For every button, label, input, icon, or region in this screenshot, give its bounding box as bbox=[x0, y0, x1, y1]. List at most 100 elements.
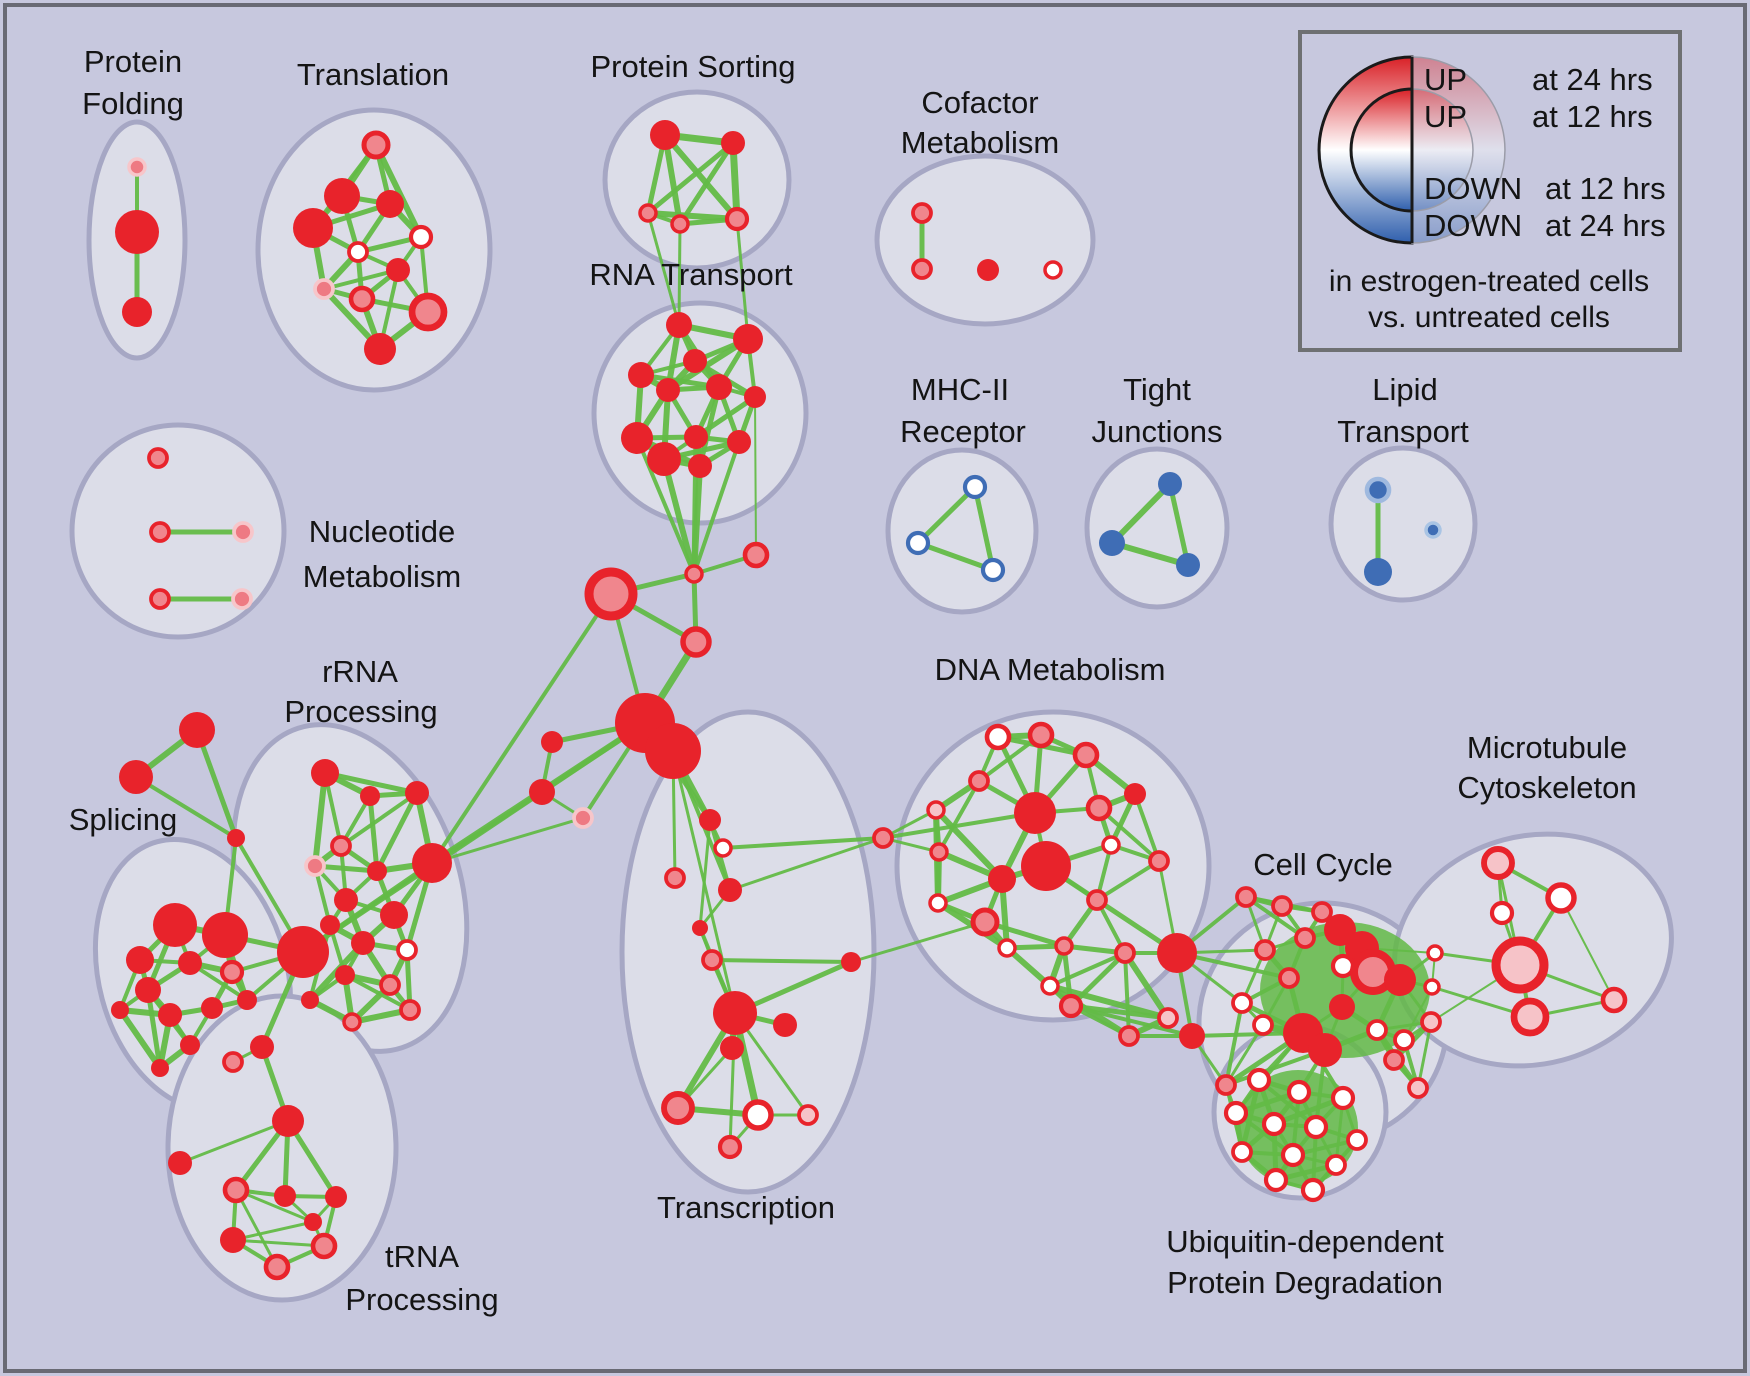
cluster-label-ub: Ubiquitin-dependent bbox=[1166, 1224, 1444, 1259]
legend-inner-circle-right-half bbox=[1411, 88, 1474, 212]
gene-node bbox=[905, 530, 931, 556]
gene-node bbox=[1231, 992, 1253, 1014]
gene-node bbox=[666, 312, 692, 338]
edge bbox=[729, 139, 741, 223]
gene-node bbox=[149, 588, 171, 610]
gene-node bbox=[797, 1104, 819, 1126]
cluster-label-cof: Metabolism bbox=[901, 125, 1060, 160]
gene-node bbox=[1294, 927, 1316, 949]
gene-node bbox=[335, 965, 355, 985]
gene-node bbox=[396, 939, 418, 961]
legend-time-label: at 24 hrs bbox=[1545, 208, 1666, 243]
gene-node bbox=[713, 838, 733, 858]
cluster-label-mhc: MHC-II bbox=[911, 372, 1009, 407]
gene-node bbox=[227, 829, 245, 847]
gene-node bbox=[699, 809, 721, 831]
gene-node bbox=[1085, 794, 1113, 822]
gene-node bbox=[347, 241, 369, 263]
gene-node bbox=[1324, 914, 1356, 946]
gene-node bbox=[1254, 939, 1276, 961]
gene-node bbox=[367, 861, 387, 881]
edge bbox=[728, 1011, 737, 1149]
edge bbox=[234, 1188, 315, 1224]
gene-node bbox=[310, 1232, 338, 1260]
gene-node bbox=[147, 447, 169, 469]
gene-node bbox=[1271, 895, 1293, 917]
edge bbox=[721, 836, 885, 850]
cluster-label-mt: Microtubule bbox=[1467, 730, 1627, 765]
gene-node bbox=[1303, 1114, 1329, 1140]
edge bbox=[937, 779, 981, 854]
gene-node bbox=[647, 442, 681, 476]
cluster-label-tr: Translation bbox=[297, 57, 449, 92]
gene-node bbox=[661, 1091, 695, 1125]
cluster-label-mhc: Receptor bbox=[900, 414, 1026, 449]
gene-node bbox=[713, 991, 757, 1035]
gene-node bbox=[222, 1051, 244, 1073]
gene-node bbox=[399, 999, 421, 1021]
edge bbox=[645, 140, 736, 216]
edge bbox=[638, 372, 722, 390]
gene-node bbox=[656, 378, 680, 402]
gene-node bbox=[330, 835, 352, 857]
edge bbox=[300, 860, 435, 955]
cluster-ellipse-mhc bbox=[885, 447, 1039, 615]
gene-node bbox=[1330, 1085, 1356, 1111]
legend-direction-label: UP bbox=[1424, 62, 1467, 97]
gene-node bbox=[529, 779, 555, 805]
edge bbox=[754, 396, 757, 556]
gene-node bbox=[1148, 850, 1170, 872]
gene-node bbox=[911, 202, 933, 224]
gene-node bbox=[376, 190, 404, 218]
gene-node bbox=[1420, 1011, 1442, 1033]
gene-node bbox=[988, 865, 1016, 893]
gene-node bbox=[1223, 1100, 1249, 1126]
legend-direction-label: UP bbox=[1424, 99, 1467, 134]
gene-node bbox=[222, 1176, 250, 1204]
gene-node bbox=[320, 915, 340, 935]
cluster-label-rrna: rRNA bbox=[322, 654, 398, 689]
gene-node bbox=[1346, 1129, 1368, 1151]
gene-node bbox=[379, 974, 401, 996]
gene-node bbox=[650, 120, 680, 150]
gene-node bbox=[1099, 530, 1125, 556]
edge bbox=[430, 592, 613, 865]
gene-node bbox=[304, 855, 326, 877]
edge bbox=[322, 268, 400, 291]
gene-node bbox=[412, 843, 452, 883]
gene-node bbox=[1423, 978, 1441, 996]
gene-node bbox=[1252, 1014, 1274, 1036]
cluster-label-rrna: Processing bbox=[284, 694, 437, 729]
edge bbox=[1097, 806, 1161, 863]
gene-node bbox=[1407, 1077, 1429, 1099]
gene-node bbox=[718, 878, 742, 902]
cluster-ellipse-trna bbox=[165, 993, 399, 1303]
edge bbox=[881, 811, 1037, 840]
cluster-label-lip: Transport bbox=[1337, 414, 1469, 449]
gene-node bbox=[360, 786, 380, 806]
edge bbox=[1133, 792, 1161, 863]
cluster-label-nuc: Nucleotide bbox=[309, 514, 455, 549]
gene-node bbox=[325, 1186, 347, 1208]
gene-node bbox=[720, 1036, 744, 1060]
legend: UP at 24 hrs UP at 12 hrs DOWN at 12 hrs DOWN a… bbox=[1298, 30, 1682, 352]
gene-node bbox=[304, 1213, 322, 1231]
gene-node bbox=[274, 1185, 296, 1207]
edge bbox=[735, 217, 750, 341]
gene-node bbox=[717, 1134, 743, 1160]
gene-node bbox=[1124, 783, 1146, 805]
cluster-label-trna: Processing bbox=[345, 1282, 498, 1317]
gene-node bbox=[926, 800, 946, 820]
gene-node bbox=[670, 214, 690, 234]
gene-node bbox=[1101, 835, 1121, 855]
edge bbox=[339, 791, 419, 848]
gene-node bbox=[1393, 1029, 1415, 1051]
cluster-label-pf: Protein bbox=[84, 44, 182, 79]
edge bbox=[677, 222, 682, 327]
gene-node bbox=[1364, 558, 1392, 586]
gene-node bbox=[1383, 1049, 1405, 1071]
edge bbox=[1069, 1004, 1194, 1038]
edge bbox=[1048, 951, 1127, 988]
gene-node bbox=[773, 1013, 797, 1037]
cluster-label-trna: tRNA bbox=[385, 1239, 459, 1274]
